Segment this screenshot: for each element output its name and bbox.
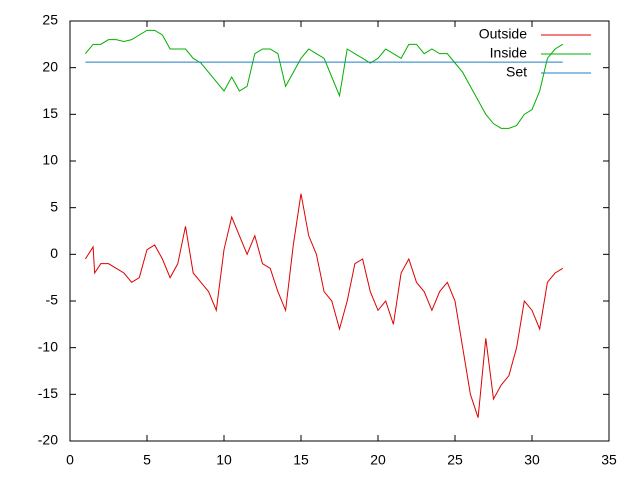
y-tick-label: -5 [46, 292, 59, 308]
legend-label: Outside [479, 26, 527, 42]
y-tick-label: 0 [50, 245, 58, 261]
x-tick-label: 5 [143, 452, 151, 468]
x-tick-label: 15 [293, 452, 309, 468]
y-tick-label: 5 [50, 198, 58, 214]
y-tick-label: -10 [38, 338, 58, 354]
y-tick-label: 15 [42, 105, 58, 121]
x-tick-label: 25 [447, 452, 463, 468]
x-tick-label: 20 [370, 452, 386, 468]
y-tick-label: 25 [42, 12, 58, 28]
x-tick-label: 0 [66, 452, 74, 468]
legend-label: Set [506, 64, 527, 80]
x-tick-label: 10 [216, 452, 232, 468]
data-line [85, 29, 564, 129]
x-tick-label: 30 [524, 452, 540, 468]
y-tick-label: -15 [38, 385, 58, 401]
y-tick-label: -20 [38, 432, 58, 448]
x-tick-label: 35 [601, 452, 617, 468]
plot-frame [69, 20, 610, 442]
legend-label: Inside [490, 45, 528, 61]
data-line [84, 193, 564, 418]
y-tick-label: 10 [42, 152, 58, 168]
y-tick-label: 20 [42, 58, 58, 74]
